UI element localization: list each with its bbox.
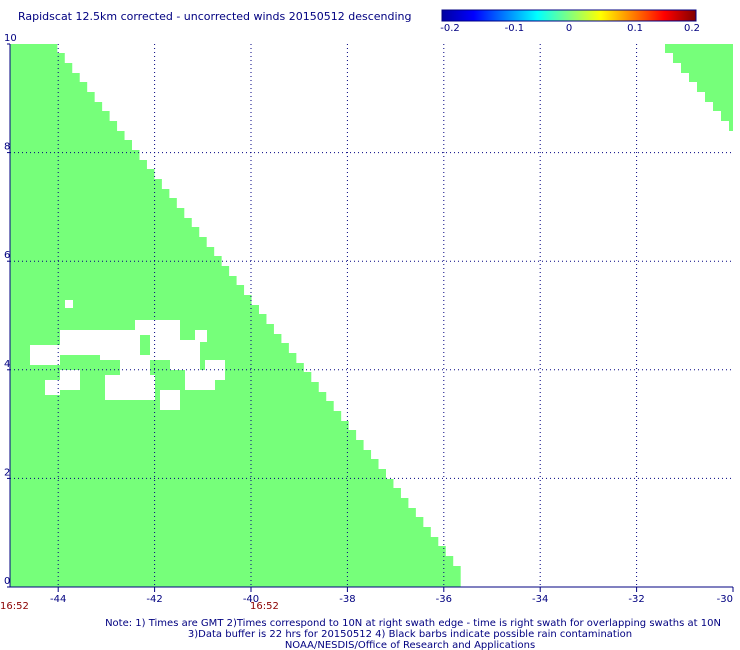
note-line-2: 3)Data buffer is 22 hrs for 20150512 4) … <box>188 629 632 640</box>
longitude-tick-label: -32 <box>628 594 644 605</box>
longitude-tick-label: -36 <box>436 594 452 605</box>
no-data-gap <box>160 390 180 410</box>
swath-time-left: 16:52 <box>0 601 29 612</box>
map-title: Rapidscat 12.5km corrected - uncorrected… <box>18 10 411 23</box>
swath-right-fill <box>665 44 733 156</box>
longitude-labels: -44 -42 -40 -38 -36 -34 -32 -30 <box>50 587 734 605</box>
no-data-gap <box>105 375 155 400</box>
no-data-gap <box>30 345 60 365</box>
no-data-gap <box>60 330 100 355</box>
latitude-tick-label: 4 <box>4 359 10 370</box>
no-data-gap <box>60 370 80 390</box>
no-data-gap <box>45 380 60 395</box>
longitude-tick-label: -42 <box>146 594 162 605</box>
longitude-tick-label: -38 <box>339 594 355 605</box>
longitude-tick-label: -44 <box>50 594 66 605</box>
swath-right-region <box>665 44 733 156</box>
colorbar-tick-label: 0.2 <box>684 23 700 34</box>
swath-time-mid: 16:52 <box>250 601 279 612</box>
no-data-gap <box>120 355 150 375</box>
note-line-1: Note: 1) Times are GMT 2)Times correspon… <box>105 618 721 629</box>
note-line-3: NOAA/NESDIS/Office of Research and Appli… <box>285 640 535 650</box>
no-data-gap <box>135 320 150 335</box>
no-data-gap <box>170 340 200 370</box>
colorbar-tick-label: -0.1 <box>505 23 525 34</box>
colorbar-tick-label: 0.1 <box>627 23 643 34</box>
latitude-tick-label: 10 <box>4 33 17 44</box>
swath-left-region <box>10 44 461 587</box>
grid-lines <box>9 44 733 588</box>
no-data-gap <box>65 300 73 308</box>
colorbar: -0.2 -0.1 0 0.1 0.2 <box>440 9 700 34</box>
colorbar-gradient <box>441 9 697 22</box>
longitude-tick-label: -30 <box>717 594 733 605</box>
colorbar-tick-label: -0.2 <box>440 23 460 34</box>
latitude-tick-label: 2 <box>4 467 10 478</box>
longitude-tick-label: -34 <box>532 594 548 605</box>
latitude-labels: 0 2 4 6 8 10 <box>4 33 17 588</box>
longitude-tick-label: -40 <box>243 594 259 605</box>
no-data-gap <box>195 330 207 342</box>
colorbar-tick-label: 0 <box>566 23 572 34</box>
swath-left-fill <box>10 44 461 587</box>
latitude-tick-label: 8 <box>4 142 10 153</box>
latitude-tick-label: 0 <box>4 576 10 587</box>
latitude-tick-label: 6 <box>4 250 10 261</box>
map-plot-area: -44 -42 -40 -38 -36 -34 -32 -30 0 2 4 6 8 10 <box>4 33 734 605</box>
